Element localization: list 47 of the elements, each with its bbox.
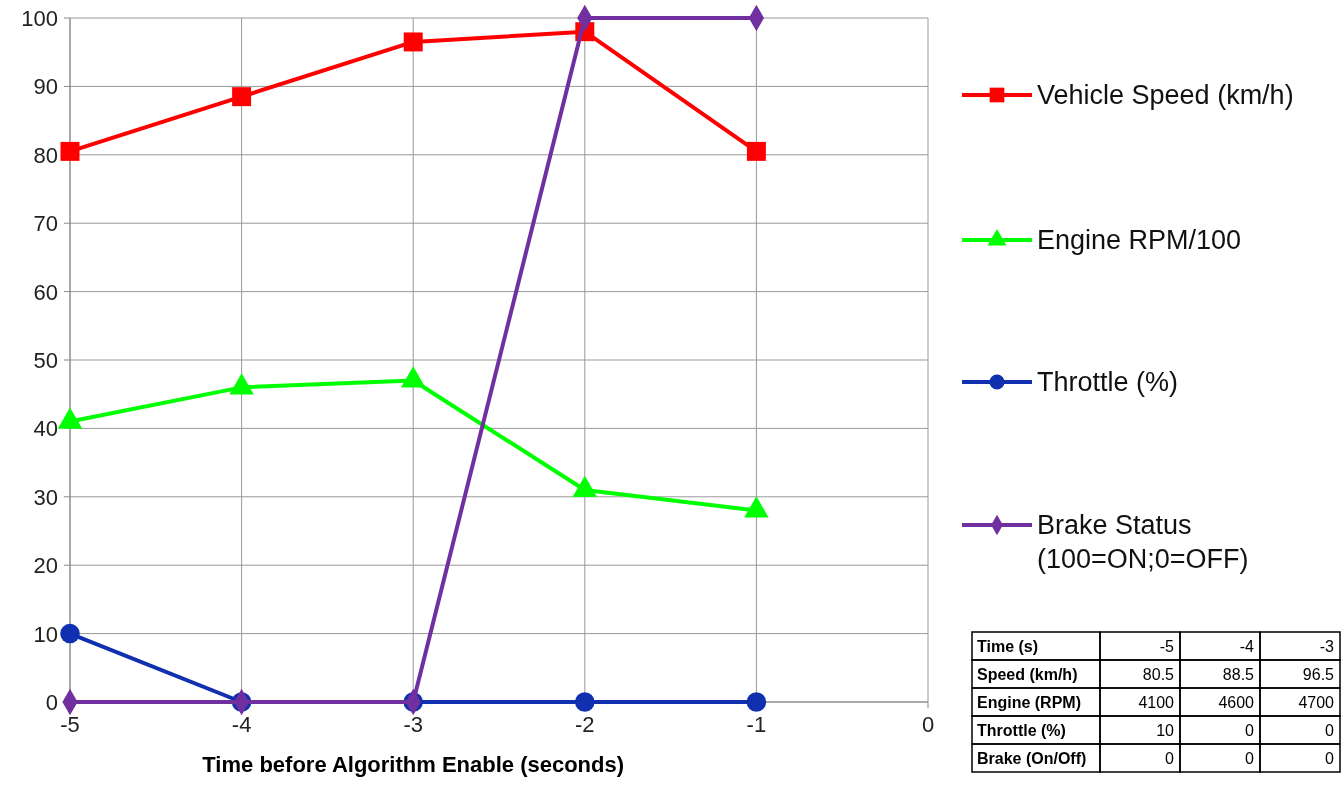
y-tick-label: 30 bbox=[33, 484, 58, 510]
text: Engine (RPM) bbox=[977, 694, 1081, 711]
text: 88.5 bbox=[1222, 666, 1255, 683]
y-tick-label: 70 bbox=[33, 211, 58, 237]
y-tick-label: 60 bbox=[33, 279, 58, 305]
text: 10 bbox=[1156, 722, 1175, 739]
legend-label: Throttle (%) bbox=[1037, 367, 1179, 397]
text: 96.5 bbox=[1302, 666, 1335, 683]
x-tick-label: -3 bbox=[403, 712, 423, 737]
text: 0 bbox=[1325, 750, 1335, 767]
point bbox=[232, 87, 252, 107]
y-tick-label: 100 bbox=[21, 6, 58, 31]
text: -4 bbox=[1239, 638, 1255, 655]
point bbox=[60, 141, 80, 161]
x-tick-label: -5 bbox=[60, 712, 80, 737]
point bbox=[60, 623, 80, 644]
text: -5 bbox=[1159, 638, 1175, 655]
text: Brake (On/Off) bbox=[977, 750, 1087, 767]
point bbox=[746, 692, 767, 712]
legend-label: Engine RPM/100 bbox=[1037, 225, 1242, 255]
legend-label: Vehicle Speed (km/h) bbox=[1037, 80, 1294, 110]
y-tick-label: 20 bbox=[33, 553, 58, 579]
text: Throttle (%) bbox=[977, 722, 1066, 739]
text: 4100 bbox=[1138, 694, 1175, 711]
x-tick-label: 0 bbox=[921, 712, 935, 737]
text: 4700 bbox=[1298, 694, 1335, 711]
x-tick-label: -2 bbox=[575, 712, 595, 737]
x-axis-title: Time before Algorithm Enable (seconds) bbox=[202, 752, 625, 777]
x-tick-label: -1 bbox=[746, 712, 767, 737]
text: 0 bbox=[1165, 750, 1175, 767]
text: 80.5 bbox=[1142, 666, 1175, 683]
y-tick-label: 10 bbox=[33, 621, 58, 647]
y-tick-label: 50 bbox=[33, 348, 58, 373]
legend-label: Brake Status (100=ON;0=OFF) bbox=[1037, 510, 1249, 574]
point bbox=[575, 692, 595, 712]
y-tick-label: 80 bbox=[33, 142, 58, 168]
y-tick-label: 90 bbox=[33, 74, 58, 100]
text: -3 bbox=[1319, 638, 1335, 655]
point bbox=[746, 141, 766, 161]
text: 4600 bbox=[1218, 694, 1255, 711]
y-tick-label: 0 bbox=[45, 690, 58, 715]
text: 0 bbox=[1245, 750, 1255, 767]
x-tick-label: -4 bbox=[231, 712, 252, 737]
y-tick-label: 40 bbox=[33, 416, 58, 442]
point bbox=[403, 32, 423, 52]
text: Speed (km/h) bbox=[977, 666, 1078, 683]
text: Time (s) bbox=[977, 638, 1039, 655]
